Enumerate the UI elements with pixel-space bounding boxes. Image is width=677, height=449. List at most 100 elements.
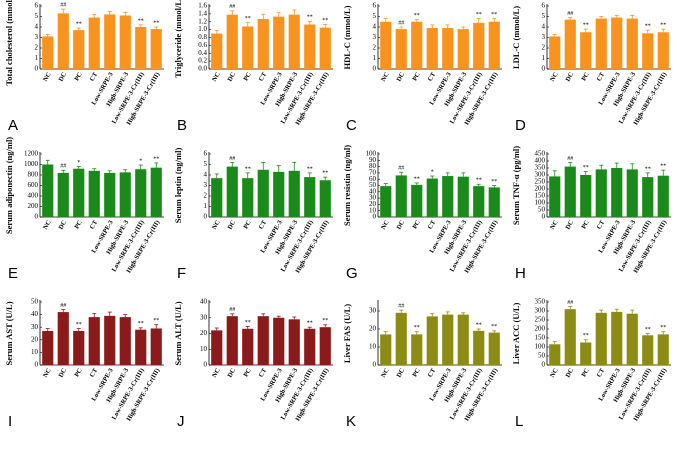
bar [657, 32, 669, 69]
significance: * [77, 160, 80, 166]
x-tick-label: CT [258, 367, 269, 379]
x-tick-label: NC [380, 219, 391, 231]
y-tick-label: 4 [373, 23, 377, 31]
y-tick-label: 0.6 [198, 41, 207, 49]
x-tick-label: CT [427, 367, 438, 379]
y-axis-label: Serum TNF-α (pg/ml) [511, 146, 521, 225]
bar [473, 22, 485, 69]
bar [150, 167, 162, 217]
bar [88, 170, 100, 217]
bar [580, 342, 592, 365]
y-tick-label: 2 [35, 44, 39, 52]
bar [549, 176, 561, 217]
bar [488, 21, 500, 69]
x-tick-label: PC [411, 71, 422, 82]
significance: ** [583, 22, 589, 28]
x-tick-label: NC [380, 71, 391, 83]
significance: ## [60, 164, 66, 170]
bar [549, 344, 561, 365]
y-tick-label: 150 [535, 192, 546, 200]
significance: * [139, 158, 142, 164]
bar [411, 334, 423, 365]
bar [42, 36, 54, 69]
significance: ** [76, 21, 82, 27]
bar [242, 178, 254, 217]
panel-label: L [515, 413, 523, 430]
bar [488, 187, 500, 217]
significance: ## [229, 4, 235, 10]
bar [595, 169, 607, 217]
y-tick-label: 1 [373, 54, 377, 62]
y-tick-label: 200 [535, 185, 546, 193]
bar [257, 169, 269, 217]
significance: ** [322, 18, 328, 24]
bar [380, 334, 392, 365]
significance: ** [153, 318, 159, 324]
significance: ## [60, 3, 66, 9]
x-tick-label: DC [565, 367, 576, 379]
bar [226, 316, 238, 365]
y-tick-label: 100 [535, 199, 546, 207]
bar [488, 332, 500, 365]
bar [580, 32, 592, 69]
bar [288, 170, 300, 217]
bar [150, 29, 162, 70]
bar [119, 15, 131, 69]
y-tick-label: 200 [535, 325, 546, 333]
panel-label: A [8, 117, 18, 134]
y-tick-label: 0 [542, 361, 546, 369]
significance: ** [138, 18, 144, 24]
significance: ** [476, 178, 482, 184]
y-axis-label: Total cholesterol (mmol/L) [4, 0, 14, 86]
bar [426, 178, 438, 217]
y-tick-label: 50 [538, 206, 546, 214]
x-tick-label: PC [242, 367, 253, 378]
bar [104, 14, 116, 69]
x-tick-label: PC [411, 219, 422, 230]
bar [73, 30, 85, 69]
y-tick-label: 4 [35, 23, 39, 31]
bar [595, 18, 607, 70]
significance: ## [60, 303, 66, 309]
x-tick-label: CT [89, 71, 100, 83]
bar [473, 330, 485, 365]
y-tick-label: 30 [369, 307, 377, 315]
x-tick-label: DC [396, 71, 407, 83]
y-tick-label: 250 [535, 316, 546, 324]
bar [473, 186, 485, 217]
x-tick-label: NC [42, 367, 53, 379]
y-tick-label: 40 [200, 298, 208, 306]
bar [457, 176, 469, 217]
bar [319, 27, 331, 69]
x-tick-label: PC [580, 367, 591, 378]
significance: ## [398, 20, 404, 26]
x-tick-label: DC [227, 71, 238, 83]
y-tick-label: 50 [369, 181, 377, 189]
bar [57, 172, 69, 217]
y-tick-label: 10 [200, 345, 208, 353]
significance: ** [645, 24, 651, 30]
y-tick-label: 0 [373, 65, 377, 73]
y-tick-label: 400 [535, 157, 546, 165]
x-tick-label: DC [58, 367, 69, 379]
y-tick-label: 450 [535, 150, 546, 158]
bar [442, 176, 454, 217]
y-tick-label: 1.4 [198, 9, 207, 17]
x-tick-label: NC [549, 71, 560, 83]
x-tick-label: NC [380, 367, 391, 379]
y-tick-label: 2 [204, 192, 208, 200]
y-tick-label: 20 [369, 200, 377, 208]
significance: ** [245, 16, 251, 22]
y-tick-label: 0 [35, 361, 39, 369]
panel-label: I [8, 413, 12, 430]
x-tick-label: PC [411, 367, 422, 378]
y-tick-label: 0 [35, 213, 39, 221]
y-axis-label: Liver ACC (U/L) [511, 302, 521, 364]
bar [226, 14, 238, 70]
bar [442, 28, 454, 69]
bar [304, 328, 316, 365]
x-tick-label: CT [258, 71, 269, 83]
x-tick-label: CT [427, 71, 438, 83]
x-tick-label: CT [258, 219, 269, 231]
